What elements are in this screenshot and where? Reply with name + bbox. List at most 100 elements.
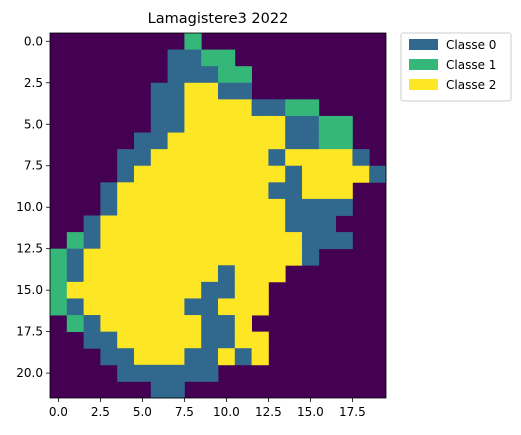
heatmap-cell-classe-0 bbox=[201, 298, 219, 316]
y-tick-label: 2.5 bbox=[24, 76, 43, 90]
heatmap-cell-classe-2 bbox=[251, 265, 269, 283]
heatmap-cell-classe-1 bbox=[218, 66, 236, 84]
heatmap-cell-classe-2 bbox=[167, 281, 185, 299]
heatmap-cell-classe-0 bbox=[285, 182, 303, 200]
heatmap-cell-classe-0 bbox=[285, 165, 303, 183]
heatmap-cell-classe-0 bbox=[134, 132, 152, 150]
heatmap-cell-classe-2 bbox=[234, 232, 252, 250]
heatmap-cell-classe-0 bbox=[201, 66, 219, 84]
heatmap-cell-classe-0 bbox=[218, 331, 236, 349]
heatmap-cell-classe-2 bbox=[117, 265, 135, 283]
heatmap-cell-classe-2 bbox=[251, 248, 269, 266]
heatmap-cell-classe-2 bbox=[335, 149, 353, 167]
heatmap-cell-classe-2 bbox=[251, 115, 269, 133]
heatmap-cell-classe-2 bbox=[234, 315, 252, 333]
heatmap-cell-classe-2 bbox=[100, 215, 118, 233]
legend-swatch-classe-1 bbox=[409, 59, 438, 70]
heatmap-cell-classe-0 bbox=[83, 331, 101, 349]
heatmap-cell-classe-2 bbox=[234, 132, 252, 150]
heatmap-cell-classe-2 bbox=[150, 149, 168, 167]
heatmap-cell-classe-2 bbox=[201, 182, 219, 200]
heatmap-cell-classe-0 bbox=[66, 265, 84, 283]
heatmap-cell-classe-0 bbox=[167, 381, 185, 399]
heatmap-cell-classe-0 bbox=[150, 99, 168, 117]
heatmap-cell-classe-0 bbox=[150, 82, 168, 100]
heatmap-cell-classe-2 bbox=[201, 115, 219, 133]
heatmap-cell-classe-0 bbox=[184, 364, 202, 382]
heatmap-cell-classe-0 bbox=[150, 364, 168, 382]
heatmap-cell-classe-2 bbox=[167, 315, 185, 333]
heatmap-cell-classe-0 bbox=[268, 182, 286, 200]
heatmap-cell-classe-2 bbox=[251, 281, 269, 299]
legend: Classe 0 Classe 1 Classe 2 bbox=[400, 32, 512, 102]
y-axis: 0.0 2.5 5.0 7.5 10.0 12.5 15.0 17.5 20.0 bbox=[16, 34, 50, 380]
heatmap-cell-classe-0 bbox=[285, 115, 303, 133]
heatmap-cell-classe-2 bbox=[150, 315, 168, 333]
heatmap-cell-classe-2 bbox=[134, 248, 152, 266]
heatmap-cell-classe-2 bbox=[167, 348, 185, 366]
heatmap-cell-classe-1 bbox=[50, 281, 68, 299]
heatmap-cell-classe-1 bbox=[318, 132, 336, 150]
heatmap-cell-classe-2 bbox=[268, 232, 286, 250]
heatmap-cell-classe-2 bbox=[268, 215, 286, 233]
heatmap-cell-classe-0 bbox=[100, 182, 118, 200]
heatmap-cell-classe-2 bbox=[318, 165, 336, 183]
heatmap-cell-classe-2 bbox=[117, 331, 135, 349]
heatmap-cell-classe-2 bbox=[134, 331, 152, 349]
heatmap-cell-classe-2 bbox=[234, 149, 252, 167]
y-tick-label: 0.0 bbox=[24, 34, 43, 48]
heatmap-cell-classe-2 bbox=[150, 232, 168, 250]
heatmap-cell-classe-2 bbox=[184, 198, 202, 216]
heatmap-cell-classe-2 bbox=[167, 232, 185, 250]
heatmap-cell-classe-2 bbox=[134, 198, 152, 216]
heatmap-cell-classe-0 bbox=[83, 315, 101, 333]
heatmap-cell-classe-2 bbox=[167, 165, 185, 183]
heatmap-cell-classe-2 bbox=[251, 165, 269, 183]
heatmap-cells bbox=[50, 33, 387, 399]
heatmap-cell-classe-2 bbox=[218, 132, 236, 150]
heatmap-cell-classe-2 bbox=[234, 182, 252, 200]
heatmap-cell-classe-2 bbox=[150, 331, 168, 349]
heatmap-cell-classe-0 bbox=[218, 265, 236, 283]
heatmap-cell-classe-2 bbox=[117, 182, 135, 200]
heatmap-cell-classe-2 bbox=[100, 232, 118, 250]
heatmap-cell-classe-2 bbox=[268, 165, 286, 183]
heatmap-cell-classe-2 bbox=[150, 348, 168, 366]
heatmap-cell-classe-0 bbox=[369, 165, 387, 183]
chart-title: Lamagistere3 2022 bbox=[148, 11, 289, 27]
legend-label-classe-2: Classe 2 bbox=[446, 78, 496, 92]
heatmap-cell-classe-2 bbox=[150, 165, 168, 183]
heatmap-cell-classe-2 bbox=[218, 99, 236, 117]
heatmap-cell-classe-2 bbox=[134, 265, 152, 283]
heatmap-cell-classe-0 bbox=[302, 132, 320, 150]
heatmap-cell-classe-2 bbox=[335, 182, 353, 200]
heatmap-cell-classe-2 bbox=[134, 315, 152, 333]
heatmap-cell-classe-2 bbox=[285, 248, 303, 266]
heatmap-cell-classe-2 bbox=[251, 149, 269, 167]
heatmap-cell-classe-2 bbox=[218, 149, 236, 167]
heatmap-cell-classe-2 bbox=[167, 298, 185, 316]
heatmap-cell-classe-2 bbox=[184, 215, 202, 233]
heatmap-cell-classe-2 bbox=[201, 99, 219, 117]
heatmap-cell-classe-2 bbox=[184, 99, 202, 117]
heatmap-cell-classe-2 bbox=[234, 99, 252, 117]
heatmap-cell-classe-2 bbox=[134, 215, 152, 233]
heatmap-cell-classe-2 bbox=[184, 165, 202, 183]
heatmap-cell-classe-0 bbox=[117, 348, 135, 366]
y-tick-label: 20.0 bbox=[16, 366, 43, 380]
heatmap-cell-classe-0 bbox=[167, 49, 185, 67]
heatmap-cell-classe-2 bbox=[184, 182, 202, 200]
heatmap-cell-classe-2 bbox=[268, 115, 286, 133]
heatmap-cell-classe-0 bbox=[117, 165, 135, 183]
heatmap-cell-classe-2 bbox=[234, 298, 252, 316]
heatmap-cell-classe-2 bbox=[318, 182, 336, 200]
plot-frame bbox=[49, 32, 387, 399]
x-tick-label: 17.5 bbox=[339, 405, 366, 419]
heatmap-cell-classe-2 bbox=[201, 82, 219, 100]
heatmap-cell-classe-0 bbox=[302, 215, 320, 233]
heatmap-cell-classe-2 bbox=[117, 215, 135, 233]
heatmap-cell-classe-2 bbox=[167, 182, 185, 200]
heatmap-cell-classe-2 bbox=[268, 265, 286, 283]
heatmap-cell-classe-1 bbox=[285, 99, 303, 117]
